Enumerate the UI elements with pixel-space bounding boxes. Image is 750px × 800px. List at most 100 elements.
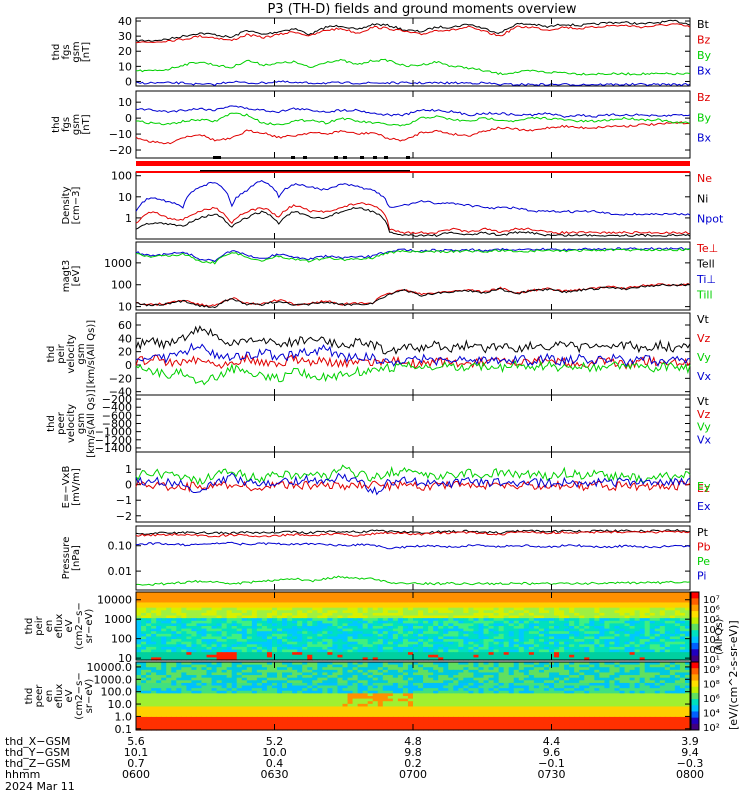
- mode-bar-tick: [217, 156, 221, 159]
- x-axis-value: 0630: [261, 768, 289, 781]
- y-axis-label: thd: [46, 346, 57, 363]
- y-axis-label: [km/s(All Qs)]: [86, 389, 97, 457]
- colorbar-cell: [691, 630, 699, 638]
- y-tick-label: 10000.0: [87, 661, 133, 674]
- colorbar-cell: [691, 723, 699, 731]
- legend-Ne: Ne: [697, 172, 712, 185]
- colorbar-tick-label: 10⁶: [703, 605, 720, 616]
- x-axis-value: 0700: [399, 768, 427, 781]
- colorbar-cell: [691, 699, 699, 706]
- x-axis-row-label: thd_Z−GSM: [5, 757, 71, 770]
- y-axis-label: [mV/m]: [71, 468, 82, 506]
- mode-bar-red: [136, 161, 690, 166]
- y-axis-label: [eV]: [71, 266, 82, 287]
- y-tick-label: 10.0: [108, 698, 133, 711]
- series-Vt: [135, 325, 691, 355]
- y-axis-label: [nT]: [81, 42, 92, 62]
- y-axis-label: gsm: [76, 343, 87, 364]
- y-tick-label: 0: [125, 479, 132, 492]
- y-axis-label: fgs: [61, 44, 72, 59]
- panel-frame: [135, 90, 691, 159]
- x-axis-row-label: thd_Y−GSM: [5, 746, 70, 759]
- colorbar-cell: [691, 705, 699, 712]
- legend-Npot: Npot: [697, 213, 724, 226]
- mode-bar-tick: [303, 156, 307, 159]
- y-tick-label: 0: [125, 112, 132, 125]
- legend-Vt: Vt: [697, 395, 710, 408]
- mode-bar-tick: [360, 156, 364, 159]
- x-axis-value: 10.1: [124, 746, 149, 759]
- series-Pi: [135, 541, 691, 550]
- panel-density: 100 10 1 Density [cm−3]: [61, 170, 691, 240]
- y-tick-label: 100: [111, 633, 132, 646]
- mode-bar-tick: [213, 156, 217, 159]
- legend-By: By: [697, 111, 712, 124]
- y-tick-label: 100.0: [101, 686, 133, 699]
- x-axis-value: 5.6: [127, 735, 145, 748]
- y-tick-label: 1000.0: [94, 673, 133, 686]
- y-tick-label: −800: [102, 418, 132, 431]
- y-tick-label: 20: [118, 346, 132, 359]
- colorbar-cell: [691, 642, 699, 650]
- y-tick-label: 0.10: [108, 540, 133, 553]
- y-axis-label: thd: [51, 116, 62, 133]
- colorbar-label: [eV/(cm^2-s-sr-eV)]: [727, 620, 740, 730]
- y-axis-label: sr−eV): [84, 609, 95, 644]
- panel-frame: [135, 525, 691, 591]
- mode-bar-black: [200, 170, 410, 172]
- y-tick-label: −20: [109, 144, 132, 157]
- y-tick-label: −40: [109, 386, 132, 399]
- panel-peir-spectrogram: 10000 1000 100 10 thd peir en eflux eV (cm2−s− sr−…: [24, 591, 691, 665]
- colorbar-cell: [691, 617, 699, 625]
- colorbar-tick-label: 10⁸: [703, 680, 720, 691]
- y-axis-label: [nT]: [81, 114, 92, 134]
- y-tick-label: −600: [102, 409, 132, 422]
- series-Ex: [135, 472, 691, 496]
- y-axis-label: E=−VxB: [61, 466, 72, 509]
- legend-Vt: Vt: [697, 313, 710, 326]
- colorbar-cell: [691, 668, 699, 675]
- x-axis-value: 10.0: [262, 746, 287, 759]
- colorbar-cell: [691, 611, 699, 618]
- y-axis-label: velocity: [66, 334, 77, 373]
- legend-Pb: Pb: [697, 541, 711, 554]
- legend-By: By: [697, 49, 712, 62]
- y-axis-label: thd: [24, 688, 35, 705]
- y-tick-label: 0.01: [108, 565, 133, 578]
- chart-title: P3 (TH-D) fields and ground moments over…: [267, 2, 576, 17]
- series-Till: [136, 247, 691, 265]
- series-Pb: [135, 530, 691, 538]
- y-axis-label: Density: [61, 186, 72, 224]
- x-axis-table: thd_X−GSM 5.6 5.2 4.8 4.4 3.9 thd_Y−GSM 10.1 10.…: [5, 735, 704, 793]
- y-axis-label: [cm−3]: [71, 187, 82, 225]
- y-tick-label: 40: [118, 15, 132, 28]
- series-Npot: [135, 180, 691, 216]
- y-tick-label: 1000: [104, 257, 132, 270]
- y-tick-label: −400: [102, 401, 132, 414]
- y-tick-label: −20: [109, 372, 132, 385]
- series-By: [135, 112, 691, 127]
- y-tick-label: 100: [111, 170, 132, 183]
- mode-bars: [136, 156, 690, 173]
- series-Pe: [136, 575, 691, 586]
- x-axis-value: 0730: [538, 768, 566, 781]
- y-tick-label: 1000: [104, 613, 132, 626]
- x-axis-value: 0.4: [266, 757, 284, 770]
- series-Bx: [135, 105, 691, 118]
- x-axis-value: 3.9: [681, 735, 699, 748]
- y-tick-label: 0: [125, 75, 132, 88]
- y-axis-label: (cm2−s−: [74, 602, 85, 649]
- colorbar-cell: [691, 604, 699, 612]
- mode-bar-tick: [343, 156, 347, 159]
- y-axis-label: velocity: [66, 404, 77, 443]
- y-axis-label: (cm2−s−: [74, 672, 85, 719]
- x-axis-value: 9.6: [543, 746, 561, 759]
- x-axis-value: 0.2: [404, 757, 422, 770]
- y-tick-label: 1: [125, 463, 132, 476]
- legend-Vz: Vz: [697, 408, 711, 421]
- colorbar-tick-label: 10⁹: [703, 665, 720, 676]
- colorbar-qs-label: (All Qs): [714, 618, 725, 655]
- y-axis-label: [nPa]: [71, 545, 82, 571]
- colorbar-cell: [691, 711, 699, 719]
